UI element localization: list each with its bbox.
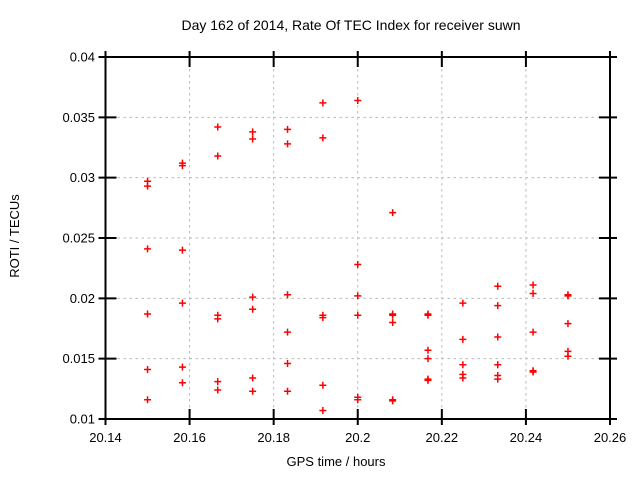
data-point-marker [424,311,432,319]
data-point-marker [459,361,467,369]
data-point-marker [459,374,467,382]
data-point-marker [494,361,502,369]
data-point-marker [178,299,186,307]
data-point-marker [284,291,292,299]
x-tick-label: 20.24 [510,430,543,445]
data-point-marker [564,320,572,328]
y-tick-label: 0.03 [70,170,95,185]
data-point-marker [319,381,327,389]
gridlines [105,57,610,419]
data-point-marker [284,140,292,148]
x-axis-label: GPS time / hours [287,454,386,469]
data-point-marker [354,311,362,319]
data-point-marker [529,368,537,376]
data-point-marker [144,310,152,318]
data-point-marker [249,387,257,395]
data-point-marker [249,374,257,382]
data-point-marker [319,314,327,322]
data-point-marker [144,245,152,253]
x-tick-label: 20.22 [426,430,459,445]
x-tick-label: 20.26 [594,430,627,445]
data-point-marker [178,379,186,387]
data-point-marker [214,378,222,386]
x-tick-label: 20.2 [345,430,370,445]
data-point-marker [529,328,537,336]
y-tick-label: 0.035 [62,110,95,125]
data-point-marker [494,375,502,383]
data-point-marker [389,311,397,319]
data-point-marker [354,396,362,404]
data-point-marker [564,352,572,360]
data-point-marker [319,134,327,142]
data-point-marker [424,376,432,384]
axis-tick-labels: 20.14 20.16 20.18 20.2 20.22 20.24 20.26 0.01 0.… [62,50,626,446]
data-point-marker [144,366,152,374]
data-point-marker [249,293,257,301]
data-point-marker [178,162,186,170]
y-tick-label: 0.025 [62,231,95,246]
data-point-marker [389,397,397,405]
data-point-marker [494,302,502,310]
data-point-marker [564,292,572,300]
data-point-marker [354,261,362,269]
data-point-marker [424,346,432,354]
data-point-marker [249,128,257,136]
y-tick-label: 0.01 [70,412,95,427]
y-tick-label: 0.015 [62,351,95,366]
data-point-marker [214,123,222,131]
data-point-marker [319,99,327,107]
data-point-marker [389,318,397,326]
data-point-marker [249,305,257,313]
data-point-marker [389,209,397,217]
data-point-marker [354,292,362,300]
data-points [144,96,572,415]
data-point-marker [284,359,292,367]
y-axis-label: ROTI / TECUs [7,194,22,278]
x-tick-label: 20.16 [173,430,206,445]
data-point-marker [214,315,222,323]
chart-title: Day 162 of 2014, Rate Of TEC Index for r… [181,17,520,33]
data-point-marker [424,355,432,363]
x-tick-label: 20.14 [89,430,122,445]
y-tick-label: 0.04 [70,50,95,65]
data-point-marker [284,125,292,133]
data-point-marker [494,333,502,341]
data-point-marker [529,290,537,298]
data-point-marker [144,182,152,190]
data-point-marker [459,299,467,307]
y-tick-label: 0.02 [70,291,95,306]
data-point-marker [178,246,186,254]
data-point-marker [354,96,362,104]
data-point-marker [249,135,257,143]
data-point-marker [144,396,152,404]
data-point-marker [214,152,222,160]
data-point-marker [214,386,222,394]
data-point-marker [178,363,186,371]
x-tick-label: 20.18 [257,430,290,445]
data-point-marker [494,282,502,290]
data-point-marker [284,387,292,395]
data-point-marker [284,328,292,336]
data-point-marker [529,281,537,289]
data-point-marker [459,335,467,343]
axis-ticks [98,51,617,425]
data-point-marker [319,407,327,415]
